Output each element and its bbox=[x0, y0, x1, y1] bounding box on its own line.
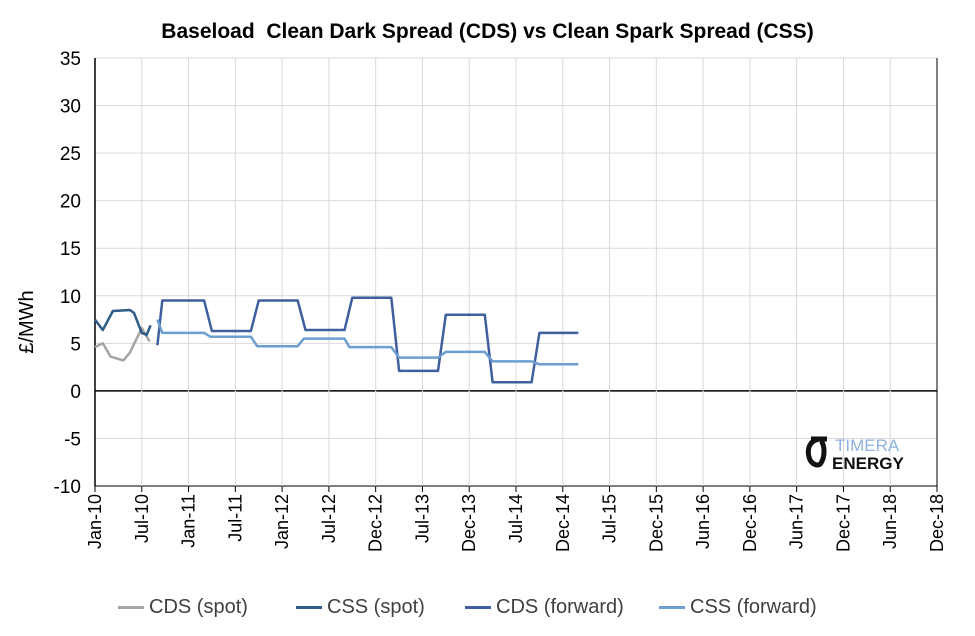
legend-item-css-forward: CSS (forward) bbox=[659, 594, 817, 620]
x-tick-label: Jun-16 bbox=[693, 494, 713, 549]
y-tick-label: -10 bbox=[54, 477, 81, 498]
legend-swatch bbox=[118, 605, 144, 609]
y-tick-label: 35 bbox=[60, 49, 81, 70]
x-tick-label: Jul-11 bbox=[225, 494, 245, 542]
y-tick-label: 20 bbox=[60, 192, 81, 213]
x-tick-label: Jul-12 bbox=[319, 494, 339, 543]
series-line-css-spot bbox=[94, 308, 152, 337]
legend-label: CDS (forward) bbox=[496, 595, 624, 618]
svg-text:ENERGY: ENERGY bbox=[832, 454, 904, 473]
y-tick-label: 25 bbox=[60, 144, 81, 165]
x-tick-label: Dec-14 bbox=[553, 494, 573, 552]
y-axis-label: £/MWh bbox=[16, 290, 38, 353]
y-tick-label: 5 bbox=[70, 334, 81, 355]
y-tick-label: 0 bbox=[70, 382, 81, 403]
x-tick-label: Jan-11 bbox=[179, 494, 199, 548]
y-tick-label: -5 bbox=[64, 429, 81, 450]
x-tick-label: Jun-18 bbox=[880, 494, 900, 549]
series-line-cds-spot bbox=[94, 326, 151, 362]
x-tick-label: Jan-12 bbox=[272, 494, 292, 549]
x-tick-label: Jul-14 bbox=[506, 494, 526, 543]
svg-text:TIMERA: TIMERA bbox=[835, 436, 900, 455]
x-tick-label: Jul-15 bbox=[600, 494, 620, 543]
legend-swatch bbox=[465, 605, 491, 609]
x-tick-label: Jan-10 bbox=[85, 494, 105, 549]
x-tick-label: Jul-10 bbox=[132, 494, 152, 543]
x-tick-label: Dec-18 bbox=[927, 494, 947, 552]
x-tick-label: Dec-16 bbox=[740, 494, 760, 552]
legend-item-css-spot: CSS (spot) bbox=[296, 594, 425, 620]
timera-energy-logo: TIMERA ENERGY bbox=[805, 436, 904, 473]
series-line-css-forward bbox=[156, 319, 579, 366]
y-tick-label: 15 bbox=[60, 239, 81, 260]
x-tick-label: Dec-17 bbox=[833, 494, 853, 552]
legend-label: CDS (spot) bbox=[149, 595, 248, 618]
legend-label: CSS (forward) bbox=[690, 595, 817, 618]
x-tick-label: Dec-12 bbox=[366, 494, 386, 552]
y-tick-label: 10 bbox=[60, 287, 81, 308]
chart-title: Baseload Clean Dark Spread (CDS) vs Clea… bbox=[161, 20, 814, 43]
legend-item-cds-spot: CDS (spot) bbox=[118, 594, 248, 620]
x-tick-label: Dec-13 bbox=[459, 494, 479, 552]
x-tick-label: Dec-15 bbox=[646, 494, 666, 552]
legend-swatch bbox=[659, 605, 685, 609]
legend-item-cds-forward: CDS (forward) bbox=[465, 594, 624, 620]
series-line-cds-forward bbox=[156, 296, 579, 384]
legend-label: CSS (spot) bbox=[327, 595, 425, 618]
legend-swatch bbox=[296, 605, 322, 609]
y-tick-label: 30 bbox=[60, 97, 81, 118]
x-tick-label: Jun-17 bbox=[787, 494, 807, 549]
x-tick-label: Jul-13 bbox=[412, 494, 432, 543]
